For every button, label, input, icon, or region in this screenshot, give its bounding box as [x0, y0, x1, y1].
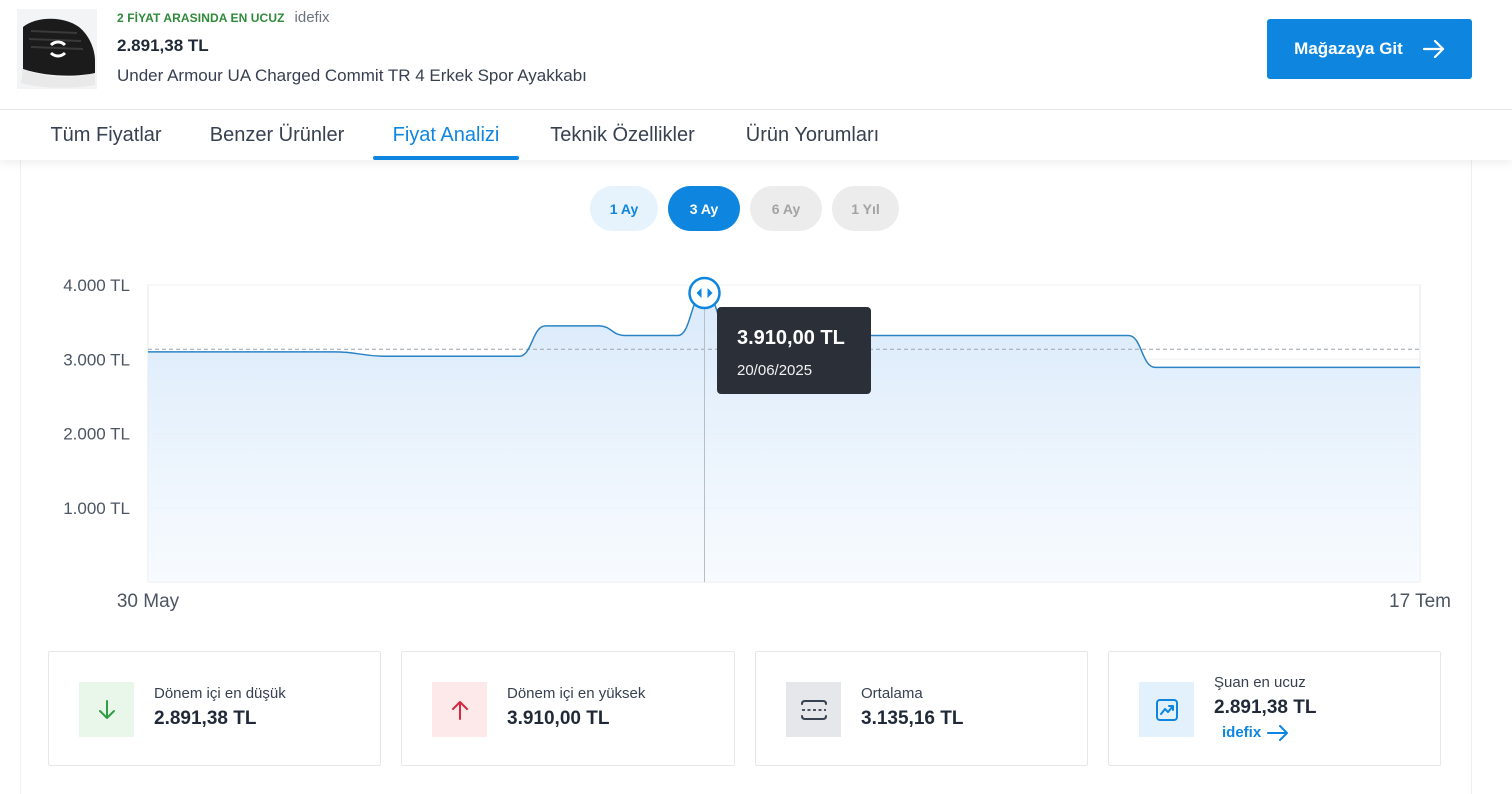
tooltip-date: 20/06/2025 — [737, 362, 813, 379]
cheapest-badge: 2 FİYAT ARASINDA EN UCUZ — [117, 11, 285, 25]
tab-label: Fiyat Analizi — [392, 123, 500, 146]
store-name[interactable]: idefix — [294, 9, 330, 26]
tab-bar: Tüm Fiyatlar Benzer Ürünler Fiyat Analiz… — [0, 110, 1512, 160]
period-1-month-button[interactable]: 1 Ay — [590, 186, 658, 231]
y-tick-label: 4.000 TL — [63, 276, 130, 295]
tab-label: Teknik Özellikler — [550, 123, 695, 146]
product-header: 2 FİYAT ARASINDA EN UCUZ idefix 2.891,38… — [0, 0, 1512, 110]
tab-label: Tüm Fiyatlar — [50, 123, 162, 146]
stat-label: Şuan en ucuz — [1214, 674, 1306, 691]
y-tick-label: 1.000 TL — [63, 499, 130, 518]
period-3-months-button[interactable]: 3 Ay — [668, 186, 740, 231]
current-cheapest-store-link[interactable]: idefix — [1222, 724, 1289, 741]
stat-card-average: Ortalama 3.135,16 TL — [755, 651, 1088, 766]
price-line — [148, 290, 1420, 369]
tab-label: Benzer Ürünler — [209, 123, 345, 146]
y-tick-label: 2.000 TL — [63, 425, 130, 444]
stat-value: 3.135,16 TL — [861, 708, 964, 729]
tab-label: Ürün Yorumları — [745, 123, 880, 146]
arrow-down-icon — [79, 682, 134, 737]
x-end-label: 17 Tem — [1389, 591, 1451, 612]
period-1-year-button[interactable]: 1 Yıl — [832, 186, 899, 231]
tab-product-reviews[interactable]: Ürün Yorumları — [741, 110, 884, 160]
period-selector: 1 Ay 3 Ay 6 Ay 1 Yıl — [0, 186, 1512, 231]
trend-up-icon — [1139, 682, 1194, 737]
period-6-months-button[interactable]: 6 Ay — [750, 186, 822, 231]
arrow-right-icon — [1422, 40, 1444, 58]
stat-value: 2.891,38 TL — [1214, 697, 1317, 718]
arrow-up-icon — [432, 682, 487, 737]
y-tick-label: 3.000 TL — [63, 350, 130, 369]
stat-label: Ortalama — [861, 685, 923, 702]
price-area-fill — [148, 291, 1420, 582]
stat-value: 2.891,38 TL — [154, 708, 257, 729]
tab-price-analysis[interactable]: Fiyat Analizi — [373, 110, 519, 160]
tab-all-prices[interactable]: Tüm Fiyatlar — [47, 110, 165, 160]
badge-line: 2 FİYAT ARASINDA EN UCUZ idefix — [117, 9, 330, 26]
stat-card-lowest: Dönem içi en düşük 2.891,38 TL — [48, 651, 381, 766]
arrow-right-icon — [1267, 724, 1289, 741]
price-history-chart[interactable]: 4.000 TL 3.000 TL 2.000 TL 1.000 TL 30 May 17… — [0, 240, 1512, 620]
stat-label: Dönem içi en yüksek — [507, 685, 646, 702]
go-to-store-button[interactable]: Mağazaya Git — [1267, 19, 1472, 79]
drag-arrows-icon — [696, 288, 713, 298]
tooltip-price: 3.910,00 TL — [737, 327, 845, 349]
stat-card-current-cheapest: Şuan en ucuz 2.891,38 TL idefix — [1108, 651, 1441, 766]
hover-handle[interactable] — [688, 276, 721, 310]
product-title: Under Armour UA Charged Commit TR 4 Erke… — [117, 66, 587, 85]
tab-similar-products[interactable]: Benzer Ürünler — [205, 110, 349, 160]
stat-card-highest: Dönem içi en yüksek 3.910,00 TL — [401, 651, 735, 766]
average-icon — [786, 682, 841, 737]
stat-label: Dönem içi en düşük — [154, 685, 286, 702]
x-start-label: 30 May — [117, 591, 180, 612]
header-price: 2.891,38 TL — [117, 36, 209, 55]
chart-tooltip: 3.910,00 TL 20/06/2025 — [717, 307, 871, 394]
stat-value: 3.910,00 TL — [507, 708, 610, 729]
go-to-store-label: Mağazaya Git — [1294, 39, 1403, 58]
tab-technical-specs[interactable]: Teknik Özellikler — [544, 110, 701, 160]
product-thumbnail[interactable] — [17, 9, 97, 89]
store-link-label: idefix — [1222, 724, 1262, 741]
